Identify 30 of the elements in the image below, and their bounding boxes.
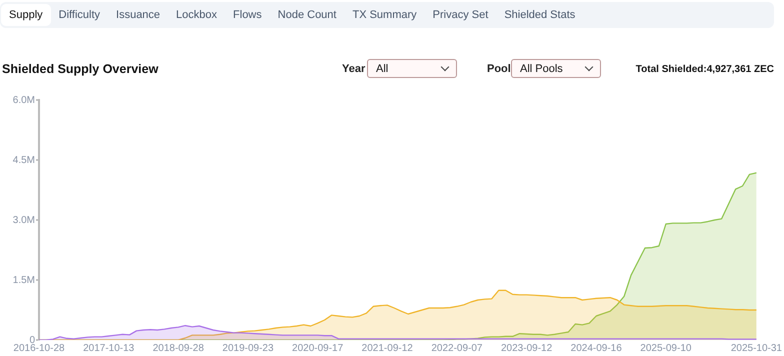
text: All bbox=[367, 59, 457, 78]
text: Difficulty bbox=[58, 8, 102, 23]
text: Flows bbox=[232, 8, 263, 23]
text: Privacy Set bbox=[432, 8, 490, 23]
x-tick-label: 2017-10-13 bbox=[83, 342, 135, 354]
text: Pool bbox=[487, 63, 511, 75]
x-tick-label: 2023-09-12 bbox=[500, 342, 553, 354]
text: TX Summary bbox=[351, 8, 418, 23]
text: Issuance bbox=[115, 8, 162, 23]
chart-title: Shielded Supply Overview bbox=[2, 62, 158, 76]
text: All Pools bbox=[511, 59, 601, 78]
text: Lockbox bbox=[175, 8, 218, 23]
x-tick-label: 2018-09-28 bbox=[152, 342, 204, 354]
text: Node Count bbox=[276, 8, 338, 23]
x-tick-label: 2016-10-28 bbox=[13, 342, 66, 354]
x-tick-label: 2019-09-23 bbox=[222, 342, 274, 354]
x-tick-label: 2021-09-12 bbox=[362, 342, 414, 354]
x-tick-label: 2022-09-07 bbox=[431, 342, 483, 354]
y-tick-label: 1.5M bbox=[12, 274, 35, 286]
y-tick-label: 4.5M bbox=[12, 154, 35, 166]
y-tick-label: 6.0M bbox=[12, 94, 35, 106]
x-tick-label: 2024-09-16 bbox=[570, 342, 622, 354]
text: Total Shielded:4,927,361 ZEC bbox=[636, 64, 774, 75]
x-tick-label: 2025-10-31 bbox=[730, 342, 782, 354]
x-tick-label: 2025-09-10 bbox=[640, 342, 692, 354]
text: Supply bbox=[1, 4, 51, 26]
y-tick-label: 3.0M bbox=[12, 214, 35, 226]
text: Year bbox=[342, 63, 366, 75]
x-tick-label: 2020-09-17 bbox=[292, 342, 344, 354]
text: Shielded Stats bbox=[503, 8, 576, 23]
